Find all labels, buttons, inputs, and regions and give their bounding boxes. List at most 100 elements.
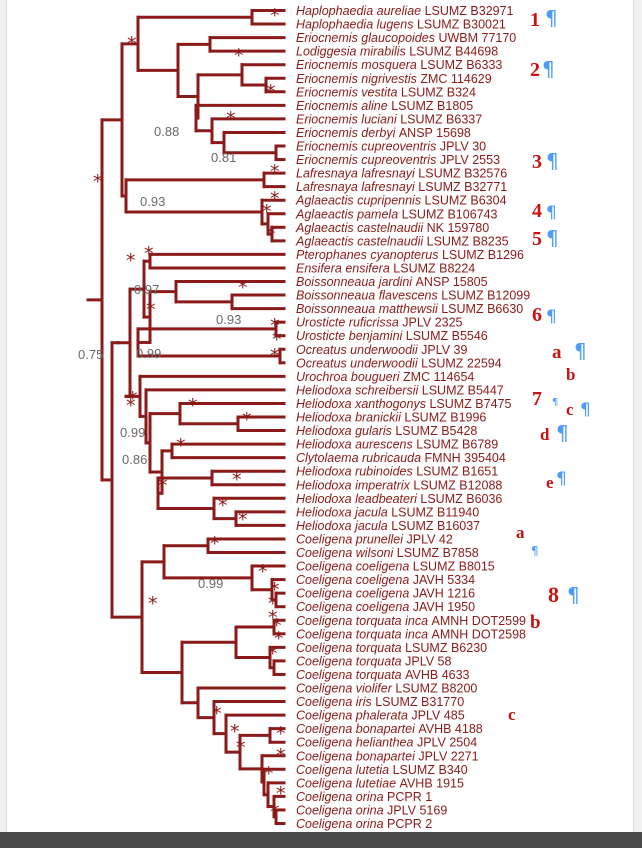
taxon-label: Urochroa bougueri ZMC 114654 — [296, 370, 474, 384]
support-star: * — [176, 435, 186, 457]
support-star: * — [234, 45, 244, 67]
taxon-label: Urosticte ruficrissa JPLV 2325 — [296, 316, 463, 330]
specimen-code: AVHB 4633 — [405, 668, 469, 682]
taxon-label: Ocreatus underwoodii LSUMZ 22594 — [296, 356, 502, 370]
support-value: 0.99 — [120, 425, 145, 440]
specimen-code: LSUMZ B7858 — [397, 546, 479, 560]
support-star: * — [242, 409, 252, 431]
support-star: * — [270, 579, 280, 601]
specimen-code: JPLV 30 — [440, 140, 486, 154]
taxon-name: Heliodoxa xanthogonys — [296, 397, 429, 411]
taxon-label: Lafresnaya lafresnayi LSUMZ B32771 — [296, 180, 507, 194]
specimen-code: LSUMZ B1996 — [404, 411, 486, 425]
specimen-code: LSUMZ B1296 — [442, 248, 524, 262]
support-star: * — [238, 509, 248, 531]
pilcrow-icon: ¶ — [567, 583, 580, 607]
specimen-code: LSUMZ B5428 — [395, 424, 477, 438]
clade-marker: c — [508, 705, 516, 724]
taxon-name: Eriocnemis cupreoventris — [296, 153, 440, 167]
taxon-name: Boissonneaua jardini — [296, 275, 416, 289]
pilcrow-icon: ¶ — [546, 203, 557, 223]
specimen-code: JPLV 2271 — [418, 749, 478, 763]
pilcrow-icon: ¶ — [574, 339, 587, 363]
taxon-label: Coeligena helianthea JPLV 2504 — [296, 736, 477, 750]
taxon-label: Aglaeactis castelnaudii LSUMZ B8235 — [295, 234, 509, 248]
taxon-label: Coeligena torquata AVHB 4633 — [296, 668, 470, 682]
pilcrow-icon: ¶ — [580, 400, 591, 420]
taxon-name: Urosticte benjamini — [296, 329, 406, 343]
taxon-label: Coeligena iris LSUMZ B31770 — [296, 695, 464, 709]
taxon-label: Coeligena torquata JPLV 58 — [296, 654, 451, 668]
support-star: * — [148, 593, 158, 615]
specimen-code: LSUMZ B106743 — [402, 207, 498, 221]
taxon-label: Heliodoxa branickii LSUMZ B1996 — [296, 411, 486, 425]
support-value: 0.81 — [211, 150, 236, 165]
taxon-label: Haplophaedia lugens LSUMZ B30021 — [296, 18, 506, 32]
pilcrow-icon: ¶ — [546, 149, 559, 173]
support-star: * — [266, 81, 276, 103]
taxon-name: Heliodoxa schreibersii — [296, 383, 422, 397]
taxon-label: Coeligena lutetiae AVHB 1915 — [296, 776, 464, 790]
taxon-label: Heliodoxa schreibersii LSUMZ B5447 — [296, 383, 504, 397]
taxon-label: Eriocnemis vestita LSUMZ B324 — [296, 85, 476, 99]
taxon-name: Coeligena torquata inca — [296, 614, 432, 628]
clade-marker: 8 — [548, 582, 559, 607]
support-star: * — [218, 495, 228, 517]
support-value: 0.93 — [140, 194, 165, 209]
taxon-name: Eriocnemis luciani — [296, 112, 400, 126]
support-star: * — [272, 615, 282, 637]
taxon-name: Aglaeactis cupripennis — [295, 194, 425, 208]
taxon-name: Haplophaedia aureliae — [296, 4, 425, 18]
specimen-code: UWBM 77170 — [438, 31, 516, 45]
support-value: 0.88 — [154, 124, 179, 139]
specimen-code: LSUMZ B8235 — [427, 234, 509, 248]
taxon-name: Coeligena bonapartei — [296, 749, 418, 763]
taxon-label: Ensifera ensifera LSUMZ B8224 — [296, 261, 475, 275]
specimen-code: LSUMZ B8015 — [413, 560, 495, 574]
support-star: * — [268, 643, 278, 665]
taxon-label: Eriocnemis cupreoventris JPLV 2553 — [296, 153, 500, 167]
taxon-label: Coeligena orina PCPR 1 — [296, 790, 432, 804]
support-value: 0.99 — [198, 576, 223, 591]
support-star: * — [268, 607, 278, 629]
specimen-code: NK 159780 — [427, 221, 490, 235]
taxon-label: Aglaeactis castelnaudii NK 159780 — [295, 221, 489, 235]
specimen-code: JPLV 5169 — [387, 803, 447, 817]
specimen-code: LSUMZ B31770 — [375, 695, 464, 709]
specimen-code: LSUMZ B7475 — [429, 397, 511, 411]
support-star: * — [212, 703, 222, 725]
taxon-name: Clytolaema rubricauda — [296, 451, 425, 465]
taxon-label: Coeligena bonapartei JPLV 2271 — [296, 749, 479, 763]
specimen-code: LSUMZ B44698 — [409, 45, 498, 59]
pilcrow-icon: ¶ — [546, 226, 559, 250]
support-star: * — [128, 388, 138, 410]
pilcrow-icon: ¶ — [556, 469, 567, 489]
taxon-name: Eriocnemis nigrivestis — [296, 72, 420, 86]
taxon-name: Coeligena coeligena — [296, 560, 413, 574]
support-star: * — [188, 395, 198, 417]
taxon-label: Lafresnaya lafresnayi LSUMZ B32576 — [296, 167, 507, 181]
taxon-name: Coeligena orina — [296, 790, 387, 804]
pilcrow-icon: ¶ — [552, 397, 558, 408]
taxon-name: Coeligena prunellei — [296, 532, 407, 546]
taxon-name: Heliodoxa imperatrix — [296, 478, 413, 492]
taxon-label: Aglaeactis pamela LSUMZ B106743 — [295, 207, 498, 221]
clade-marker: 3 — [532, 151, 542, 173]
taxon-name: Coeligena phalerata — [296, 709, 411, 723]
taxon-label: Coeligena violifer LSUMZ B8200 — [296, 682, 477, 696]
support-star: * — [262, 201, 272, 223]
taxon-name: Coeligena torquata — [296, 668, 405, 682]
support-star: * — [270, 5, 280, 27]
specimen-code: LSUMZ B12088 — [413, 478, 502, 492]
support-star: * — [272, 329, 282, 351]
specimen-code: LSUMZ B8224 — [393, 261, 475, 275]
specimen-code: LSUMZ B6789 — [416, 438, 498, 452]
taxon-name: Heliodoxa aurescens — [296, 438, 416, 452]
support-star: * — [274, 628, 284, 650]
support-star: * — [226, 108, 236, 130]
pilcrow-icon: ¶ — [531, 544, 539, 558]
support-value: 0.75 — [78, 347, 103, 362]
left-margin-strip — [0, 0, 7, 832]
taxon-label: Boissonneaua jardini ANSP 15805 — [296, 275, 488, 289]
